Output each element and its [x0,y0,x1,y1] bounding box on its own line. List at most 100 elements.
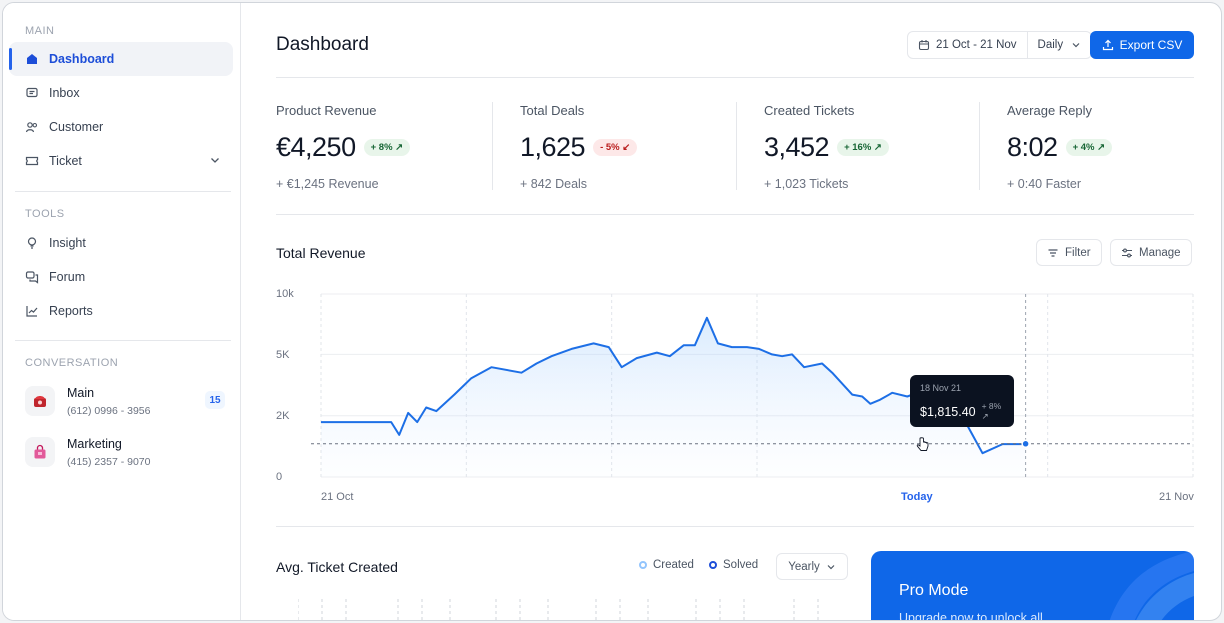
manage-button[interactable]: Manage [1110,239,1192,266]
sidebar-item-label: Reports [49,304,93,318]
kpi-value: 1,625 [520,132,586,162]
divider [15,191,231,192]
sidebar-item-reports[interactable]: Reports [9,294,233,328]
export-csv-button[interactable]: Export CSV [1090,31,1194,59]
kpi-created-tickets: Created Tickets 3,452 + 16% ↗ + 1,023 Ti… [764,103,984,193]
x-tick-label: 21 Nov [1159,491,1194,503]
calendar-icon [918,40,930,51]
pro-mode-title: Pro Mode [899,582,969,599]
ticket-card-title: Avg. Ticket Created [276,559,398,575]
y-tick-label: 5K [276,349,290,361]
kpi-value: €4,250 [276,132,356,162]
lightbulb-icon [25,236,39,250]
conversation-item-main[interactable]: Main (612) 0996 - 3956 15 [25,381,225,421]
sidebar-item-insight[interactable]: Insight [9,226,233,260]
kpi-average-reply: Average Reply 8:02 + 4% ↗ + 0:40 Faster [1007,103,1221,193]
sidebar-item-inbox[interactable]: Inbox [9,76,233,110]
kpi-label: Total Deals [520,103,585,118]
divider [979,102,980,190]
kpi-subtext: + 1,023 Tickets [764,177,849,191]
conversation-phone: (612) 0996 - 3956 [67,404,151,417]
ticket-chart-grid [298,599,819,620]
inbox-icon [25,86,39,100]
pro-mode-subtitle: Upgrade now to unlock all [899,611,1043,621]
divider [276,77,1194,78]
kpi-change-badge: + 4% ↗ [1065,139,1113,156]
interval-select[interactable]: Daily [1026,32,1092,58]
filter-icon [1048,248,1058,257]
sidebar-item-forum[interactable]: Forum [9,260,233,294]
chevron-down-icon[interactable] [209,154,221,169]
kpi-change-badge: + 16% ↗ [837,139,889,156]
kpi-value: 3,452 [764,132,830,162]
cursor-pointer-icon [916,437,929,451]
tooltip-date: 18 Nov 21 [920,383,962,393]
filter-label: Filter [1065,246,1091,259]
kpi-label: Product Revenue [276,103,377,118]
kpi-value: 8:02 [1007,132,1058,162]
date-range-picker[interactable]: 21 Oct - 21 Nov [908,32,1027,58]
export-csv-label: Export CSV [1119,38,1183,52]
manage-label: Manage [1139,246,1181,259]
y-tick-label: 0 [276,471,283,483]
sidebar-item-label: Customer [49,120,104,134]
highlight-point[interactable] [1021,439,1030,449]
sliders-icon [1122,248,1132,257]
ticket-icon [25,154,39,168]
chevron-down-icon [827,564,835,569]
legend-solved: Solved [709,559,758,571]
x-tick-label: 21 Oct [321,491,354,503]
upload-icon [1102,39,1113,51]
sidebar-item-customer[interactable]: Customer [9,110,233,144]
phone-icon [25,386,55,416]
sidebar-item-label: Insight [49,236,86,250]
kpi-change-badge: + 8% ↗ [363,139,411,156]
y-tick-label: 2K [276,410,290,422]
period-select[interactable]: Yearly [776,553,848,580]
sidebar-item-label: Inbox [49,86,80,100]
kpi-change-badge: - 5% ↙ [593,139,638,156]
section-label-conversation: CONVERSATION [25,357,119,369]
chevron-down-icon [1072,43,1080,48]
kpi-label: Created Tickets [764,103,855,118]
conversation-item-marketing[interactable]: Marketing (415) 2357 - 9070 [25,432,225,472]
home-icon [25,52,39,66]
legend-dot [639,561,647,569]
conversation-name: Marketing [67,436,122,451]
interval-label: Daily [1037,39,1064,51]
shopping-bag-icon [25,437,55,467]
period-label: Yearly [788,560,820,573]
section-label-main: MAIN [25,25,55,37]
legend-created: Created [639,559,694,571]
conversation-name: Main [67,385,95,400]
x-tick-label-today: Today [901,491,933,503]
kpi-total-deals: Total Deals 1,625 - 5% ↙ + 842 Deals [520,103,740,193]
tooltip-change: + 8% ↗ [981,401,1002,421]
sidebar: MAIN Dashboard Inbox Customer Ticket [3,3,241,620]
kpi-subtext: + 0:40 Faster [1007,177,1081,191]
chart-line-icon [25,304,39,318]
divider [276,214,1194,215]
pro-mode-card[interactable]: Pro Mode Upgrade now to unlock all [871,551,1194,621]
sidebar-item-dashboard[interactable]: Dashboard [9,42,233,76]
sidebar-item-label: Ticket [49,154,82,168]
unread-count-badge: 15 [205,391,225,409]
sidebar-item-ticket[interactable]: Ticket [9,144,233,178]
divider [15,340,231,341]
filter-button[interactable]: Filter [1036,239,1102,266]
kpi-subtext: + 842 Deals [520,177,588,191]
chat-bubbles-icon [25,270,39,284]
divider [276,526,1194,527]
divider [492,102,493,190]
date-filter-group: 21 Oct - 21 Nov Daily [907,31,1093,59]
sidebar-item-label: Forum [49,270,86,284]
date-range-label: 21 Oct - 21 Nov [936,39,1017,51]
section-label-tools: TOOLS [25,208,65,220]
y-tick-label: 10k [276,288,294,300]
users-icon [25,120,39,134]
kpi-subtext: + €1,245 Revenue [276,177,379,191]
sidebar-item-label: Dashboard [49,52,115,66]
decorative-ribbon-icon [1109,551,1194,620]
conversation-phone: (415) 2357 - 9070 [67,455,151,468]
